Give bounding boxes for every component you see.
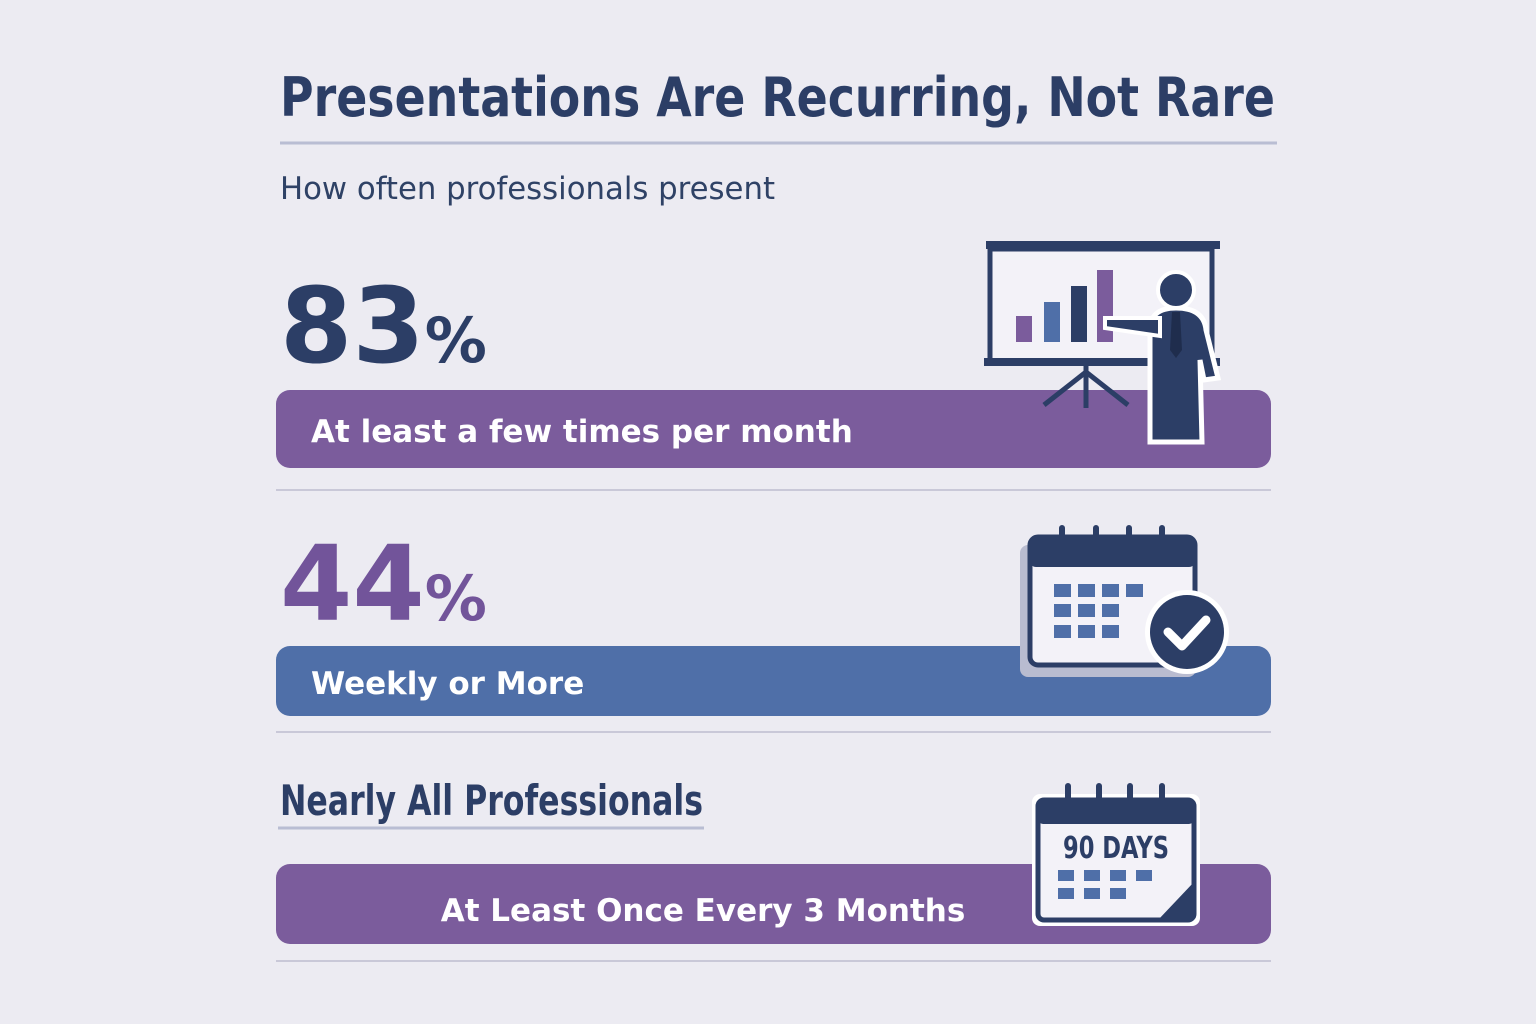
presenter-icon xyxy=(984,241,1222,445)
stat-number: 44 xyxy=(280,523,425,645)
calendar-90-icon: 90 DAYS xyxy=(1032,783,1200,926)
calendar-check-icon xyxy=(1020,525,1229,677)
stat-heading: Nearly All Professionals xyxy=(280,776,703,825)
stat-unit: % xyxy=(425,562,487,635)
stat-label: Weekly or More xyxy=(311,666,584,702)
stat-label: At Least Once Every 3 Months xyxy=(441,893,966,929)
stat-label: At least a few times per month xyxy=(311,414,853,450)
stat-number: 83 xyxy=(280,265,425,387)
subtitle: How often professionals present xyxy=(280,171,775,207)
stat-bar xyxy=(276,390,1271,468)
stat-value: 44% xyxy=(280,523,487,645)
title: Presentations Are Recurring, Not Rare xyxy=(280,66,1275,129)
icon-text: 90 DAYS xyxy=(1063,831,1169,866)
stat-unit: % xyxy=(425,304,487,377)
stat-value: 83% xyxy=(280,265,487,387)
stat-bar xyxy=(276,864,1271,944)
